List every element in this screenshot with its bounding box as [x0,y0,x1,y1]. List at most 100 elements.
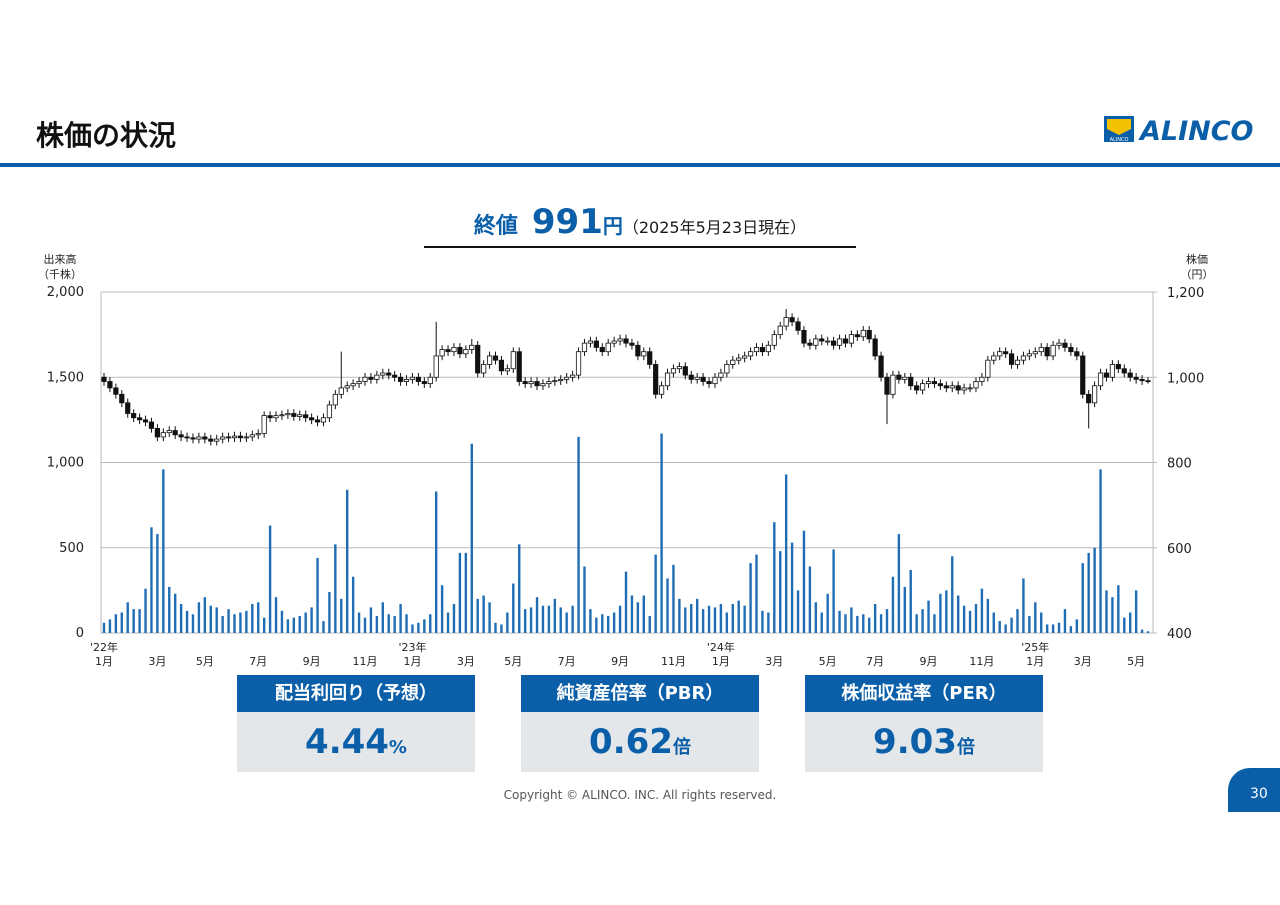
volume-bar [292,617,296,633]
candle-body [688,374,694,380]
candle-body [326,404,333,419]
volume-bar [1010,617,1013,633]
volume-bar [1129,612,1132,633]
candle-body [344,385,350,389]
candle-body [682,366,688,376]
candle-body [676,366,682,370]
candle-body [445,349,451,353]
volume-bar [731,604,734,633]
candle-body [753,347,760,353]
volume-bar [945,590,948,633]
candle-body [925,381,932,385]
candle-body [498,359,505,372]
volume-bar [417,622,420,633]
candle-body [801,329,807,344]
candle-body [789,317,795,323]
volume-bar [399,604,402,633]
volume-bar [126,602,129,633]
volume-bar [779,551,782,633]
candle-body [457,347,463,355]
x-tick-label: 9月 [611,655,629,668]
x-tick-label: 3月 [457,655,475,668]
volume-bar [856,615,859,633]
metric-card: 株価収益率（PER） 9.03倍 [805,675,1043,772]
volume-bar [458,552,462,633]
close-label: 終値 [473,214,518,239]
candle-body [338,387,344,395]
metric-label: 純資産倍率（PBR） [521,675,759,712]
volume-bar [1057,622,1061,633]
candle-body [730,359,736,365]
candle-body [220,436,226,440]
volume-bar [630,595,634,633]
volume-bar [120,612,123,633]
volume-bar [1134,590,1138,633]
candle-body [528,381,534,385]
candle-body [439,349,445,357]
candle-body [777,325,783,336]
volume-bar [968,610,972,633]
volume-bar [173,593,177,633]
x-tick-label: 9月 [920,655,938,668]
volume-bar [381,602,384,633]
y-tick-label: 1,500 [47,370,84,385]
volume-bar [565,612,568,633]
candle-body [125,402,131,414]
candle-body [623,338,629,344]
volume-bar [405,614,408,633]
candle-body [469,344,475,350]
candle-body [255,433,261,436]
volume-bar [1063,609,1067,633]
candle-body [949,385,955,389]
volume-bar [168,586,171,633]
volume-bar [808,566,812,633]
candle-body [380,372,386,376]
candle-body [178,434,184,438]
candle-body [629,342,635,346]
volume-bar [304,612,307,633]
volume-bar [257,602,260,633]
candle-body [878,355,884,378]
volume-bar [221,615,224,633]
volume-bar [553,598,557,633]
volume-bar [695,598,699,633]
volume-bar [915,614,918,633]
candle-body [653,364,659,395]
volume-bar [879,614,883,633]
candle-body [409,376,416,380]
volume-bar [506,612,509,633]
metric-unit: % [388,737,407,758]
volume-bar [547,605,551,633]
candle-body [504,368,510,372]
volume-bar [138,609,141,633]
volume-bar [150,527,153,633]
candle-body [397,376,404,382]
x-year-label: '25年 [1021,640,1049,654]
volume-bar [707,605,711,633]
candle-body [309,417,315,421]
candle-body [214,438,220,442]
x-tick-label: 7月 [249,655,267,668]
volume-bar [215,607,218,633]
candle-body [1008,353,1015,365]
y2-axis-label: （円） [1181,268,1214,281]
volume-bar [482,595,485,633]
candle-body [1050,344,1056,357]
volume-bar [393,615,396,633]
candle-body [831,340,837,346]
candle-body [273,415,279,419]
candle-body [836,338,843,346]
volume-bar [262,617,266,633]
volume-bar [820,612,823,633]
candle-body [985,359,991,378]
volume-bar [589,609,592,633]
volume-bar [832,549,835,633]
candle-body [486,355,493,365]
volume-bar [328,592,331,633]
candle-body [101,376,107,382]
volume-bar [618,605,622,633]
volume-bar [601,614,604,633]
candle-body [712,376,718,385]
volume-bar [322,621,325,633]
candle-body [558,378,564,382]
